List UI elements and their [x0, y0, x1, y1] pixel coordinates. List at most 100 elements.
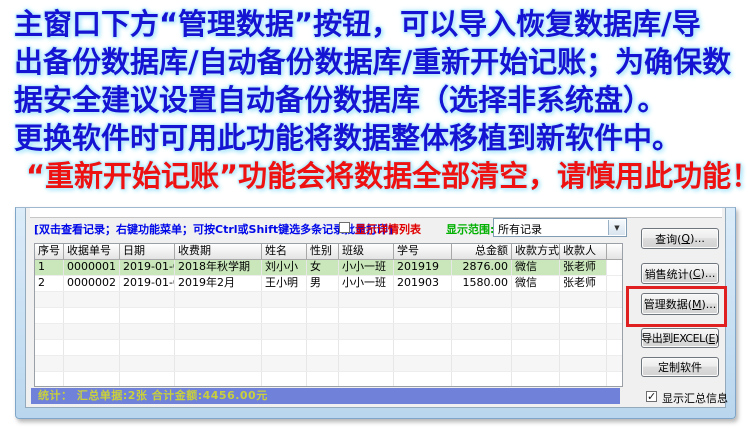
table-row-2[interactable]: 200000022019-01-032019年2月王小明男小小一班2019031… [35, 276, 622, 292]
table-cell: 小小一班 [339, 260, 394, 275]
table-cell [175, 356, 262, 371]
table-cell: 微信 [512, 260, 560, 275]
table-cell-filler [607, 340, 622, 355]
summary-info-checkbox[interactable]: ✓ [646, 391, 657, 402]
table-cell [394, 324, 452, 339]
table-cell [262, 292, 307, 307]
column-header-1[interactable]: 收据单号 [64, 244, 120, 259]
table-cell [262, 308, 307, 323]
column-header-2[interactable]: 日期 [120, 244, 175, 259]
table-cell [175, 372, 262, 386]
column-header-0[interactable]: 序号 [35, 244, 64, 259]
table-cell-filler [607, 276, 622, 291]
manage-data-button[interactable]: 管理数据(M)... [641, 293, 719, 315]
table-cell [512, 340, 560, 355]
custom-software-button[interactable]: 定制软件 [641, 357, 719, 377]
table-cell [339, 356, 394, 371]
table-cell [120, 356, 175, 371]
headline-text: 主窗口下方“管理数据”按钮，可以导入恢复数据库/导 出备份数据库/自动备份数据库… [14, 5, 750, 195]
headline-warning-line: “重新开始记账”功能会将数据全部清空，请慎用此功能！ [26, 159, 750, 193]
table-cell [262, 324, 307, 339]
table-cell [560, 292, 607, 307]
detail-list-checkbox-label[interactable]: 显示详情列表 [355, 223, 421, 236]
column-header-10[interactable]: 收款人 [560, 244, 607, 259]
table-cell: 王小明 [262, 276, 307, 291]
stats-bar: 统计： 汇总单据:2张 合计金额:4456.00元 [31, 388, 620, 404]
table-cell [64, 340, 120, 355]
cropped-panel-strip [30, 208, 722, 218]
column-header-6[interactable]: 班级 [339, 244, 394, 259]
table-cell [307, 308, 339, 323]
table-cell [512, 292, 560, 307]
table-cell [452, 308, 512, 323]
table-cell [339, 340, 394, 355]
scope-dropdown[interactable]: 所有记录 ▼ [493, 218, 627, 237]
table-cell: 2019年2月 [175, 276, 262, 291]
table-empty-row [35, 340, 622, 356]
table-cell-filler [607, 308, 622, 323]
table-body: 100000012019-01-032018年秋学期刘小小女小小一班201919… [35, 260, 622, 386]
headline-line-1: 主窗口下方“管理数据”按钮，可以导入恢复数据库/导 [14, 7, 701, 41]
headline-line-3: 据安全建议设置自动备份数据库（选择非系统盘）。 [14, 83, 667, 117]
table-cell [512, 372, 560, 386]
headline-line-4: 更换软件时可用此功能将数据整体移植到新软件中。 [14, 121, 682, 155]
table-cell [64, 308, 120, 323]
table-cell [452, 292, 512, 307]
table-cell [175, 340, 262, 355]
table-cell-filler [607, 372, 622, 386]
table-cell [120, 324, 175, 339]
table-cell [262, 372, 307, 386]
chevron-down-icon[interactable]: ▼ [608, 220, 625, 235]
sales-stats-button[interactable]: 销售统计(C)... [641, 263, 719, 284]
table-cell-filler [607, 324, 622, 339]
summary-info-checkbox-label[interactable]: 显示汇总信息 [662, 392, 728, 405]
table-cell [560, 308, 607, 323]
table-cell [64, 372, 120, 386]
column-header-9[interactable]: 收款方式 [512, 244, 560, 259]
table-cell [339, 324, 394, 339]
table-cell [35, 292, 64, 307]
table-cell [452, 324, 512, 339]
table-cell [560, 340, 607, 355]
table-cell: 0000001 [64, 260, 120, 275]
table-cell [175, 324, 262, 339]
scope-dropdown-value: 所有记录 [498, 223, 542, 236]
table-cell: 2876.00 [452, 260, 512, 275]
table-empty-row [35, 308, 622, 324]
table-cell: 2019-01-03 [120, 276, 175, 291]
records-table: 序号 收据单号 日期 收费期 姓名 性别 班级 学号 总金额 收款方式 收款人 1 0000001 20… [34, 243, 623, 387]
column-header-4[interactable]: 姓名 [262, 244, 307, 259]
table-empty-row [35, 356, 622, 372]
table-cell: 2 [35, 276, 64, 291]
table-cell [35, 308, 64, 323]
table-cell: 1 [35, 260, 64, 275]
export-excel-button[interactable]: 导出到EXCEL(E) [641, 328, 719, 348]
table-cell [64, 324, 120, 339]
table-cell [35, 372, 64, 386]
table-cell [262, 340, 307, 355]
window-content: [双击查看记录；右键功能菜单；可按Ctrl或Shift键选多条记录批量打印] 显… [25, 208, 728, 408]
table-cell-filler [607, 260, 622, 275]
query-button[interactable]: 查询(Q)... [641, 228, 719, 249]
table-cell: 女 [307, 260, 339, 275]
table-cell: 201919 [394, 260, 452, 275]
table-cell: 男 [307, 276, 339, 291]
column-header-7[interactable]: 学号 [394, 244, 452, 259]
table-cell [339, 308, 394, 323]
table-cell: 张老师 [560, 260, 607, 275]
table-cell [35, 324, 64, 339]
scope-label: 显示范围: [446, 223, 495, 236]
column-header-8[interactable]: 总金额 [452, 244, 512, 259]
detail-list-checkbox[interactable] [339, 222, 350, 233]
table-cell [120, 308, 175, 323]
table-cell [394, 308, 452, 323]
table-cell [394, 292, 452, 307]
table-row-1[interactable]: 100000012019-01-032018年秋学期刘小小女小小一班201919… [35, 260, 622, 276]
table-cell [64, 356, 120, 371]
table-cell: 小小一班 [339, 276, 394, 291]
table-cell [394, 356, 452, 371]
table-cell: 201903 [394, 276, 452, 291]
column-header-3[interactable]: 收费期 [175, 244, 262, 259]
table-cell: 微信 [512, 276, 560, 291]
column-header-5[interactable]: 性别 [307, 244, 339, 259]
